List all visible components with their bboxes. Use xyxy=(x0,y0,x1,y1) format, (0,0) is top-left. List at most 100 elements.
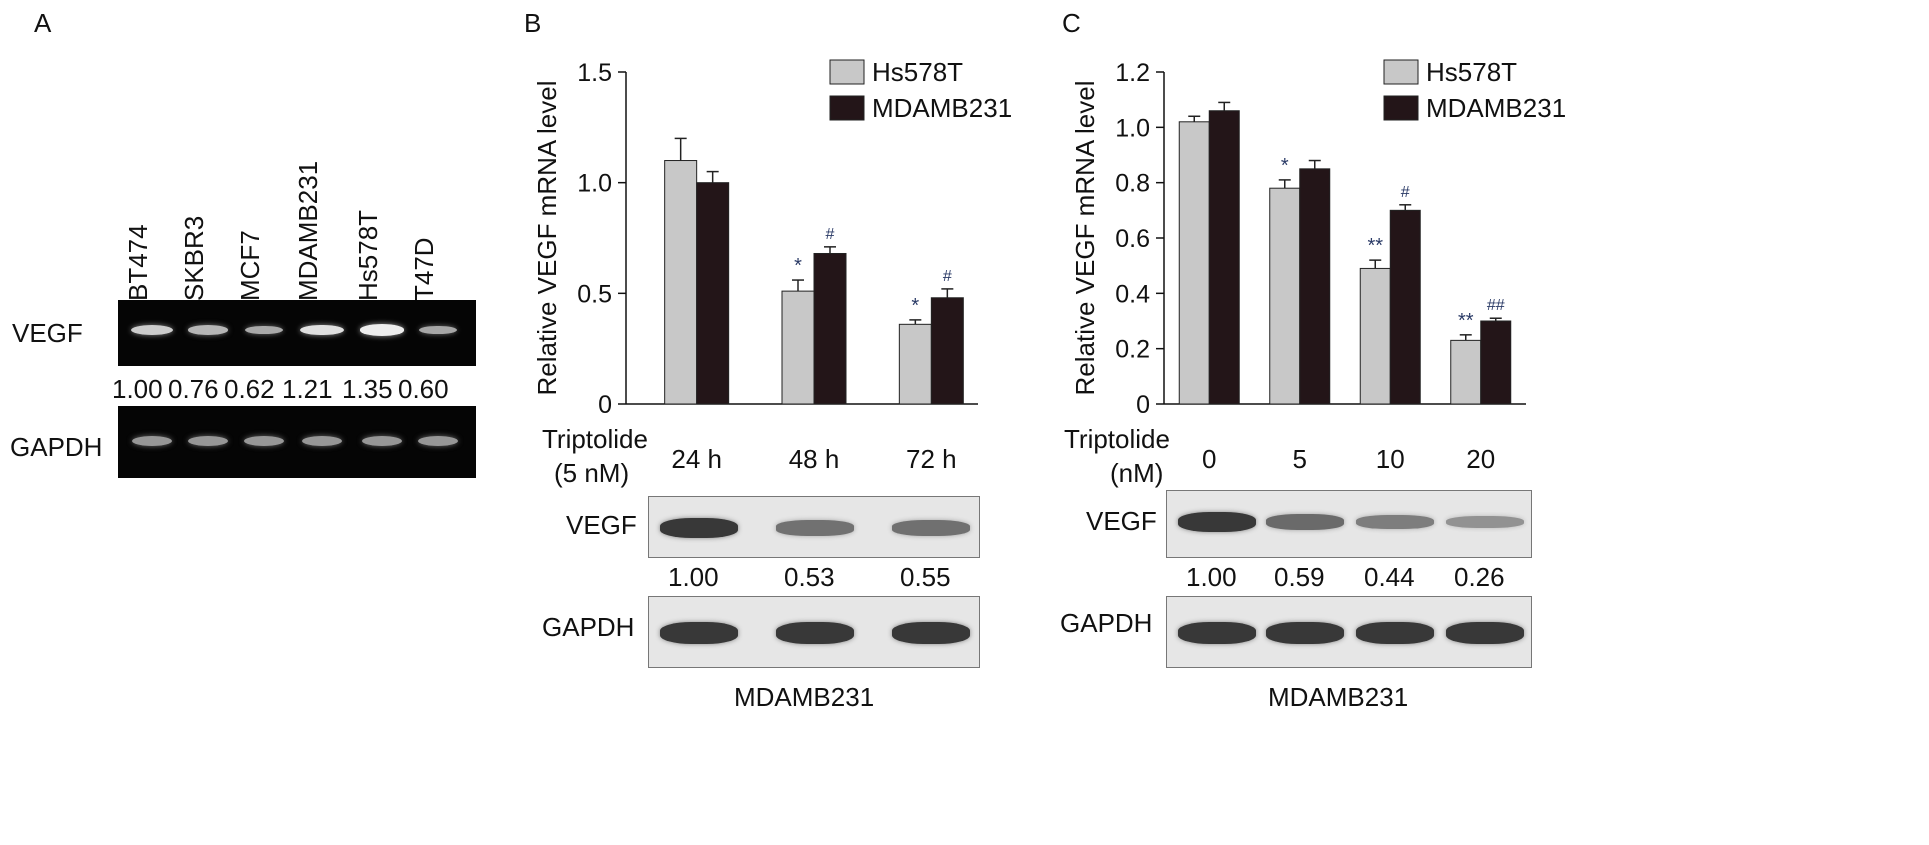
x-category-label: 72 h xyxy=(906,444,957,474)
bar xyxy=(1480,320,1512,405)
treatment-dose-label: (nM) xyxy=(1110,458,1164,488)
bar xyxy=(930,297,964,405)
bar xyxy=(898,323,932,405)
blot-row-label-vegf: VEGF xyxy=(1086,506,1157,536)
bar xyxy=(1208,110,1240,405)
bar-chart-time-course: 0 0.5 1.0 1.5 Relative VEGF mRNA level 24 h * #… xyxy=(532,57,1012,474)
legend-swatch xyxy=(829,59,865,85)
band-value: 0.26 xyxy=(1454,562,1505,592)
lane-label: MCF7 xyxy=(235,230,265,301)
band-value: 1.00 xyxy=(1186,562,1237,592)
gel-band xyxy=(244,436,284,446)
gel-band xyxy=(300,324,344,336)
band-value: 0.55 xyxy=(900,562,951,592)
y-tick-label: 1.5 xyxy=(577,59,612,87)
y-tick-label: 0.5 xyxy=(577,280,612,308)
bar xyxy=(813,252,847,405)
vegf-gel xyxy=(118,300,476,366)
significance-mark: # xyxy=(826,226,835,243)
bar xyxy=(1359,267,1391,405)
lane-label: T47D xyxy=(409,237,439,301)
blot-band xyxy=(1266,514,1344,530)
lane-label: MDAMB231 xyxy=(293,160,323,301)
band-value: 1.35 xyxy=(342,374,393,404)
y-tick-label: 1.2 xyxy=(1115,59,1150,87)
bar xyxy=(1269,187,1301,405)
blot-band xyxy=(892,520,970,536)
vegf-western-blot xyxy=(648,496,980,558)
band-value: 0.76 xyxy=(168,374,219,404)
blot-band xyxy=(1446,515,1524,529)
gel-band xyxy=(418,325,458,335)
gel-band xyxy=(418,436,458,446)
legend-swatch xyxy=(1383,95,1419,121)
blot-band xyxy=(892,622,970,644)
gel-band xyxy=(131,325,173,335)
band-value: 0.53 xyxy=(784,562,835,592)
x-category-label: 5 xyxy=(1293,444,1307,474)
legend-label: MDAMB231 xyxy=(872,93,1012,123)
band-value: 1.00 xyxy=(112,374,163,404)
blot-row-label-gapdh: GAPDH xyxy=(542,612,635,642)
gapdh-western-blot xyxy=(1166,596,1532,668)
vegf-western-blot xyxy=(1166,490,1532,558)
bar xyxy=(1178,121,1210,405)
treatment-label: Triptolide xyxy=(542,424,648,454)
blot-band xyxy=(1356,622,1434,644)
bar xyxy=(664,160,698,405)
treatment-label: Triptolide xyxy=(1064,424,1170,454)
cell-line-label: MDAMB231 xyxy=(1268,682,1409,712)
blot-band xyxy=(1266,622,1344,644)
significance-mark: # xyxy=(943,268,952,285)
band-value: 1.00 xyxy=(668,562,719,592)
bar xyxy=(1450,339,1482,405)
y-tick-label: 0 xyxy=(1136,391,1150,419)
significance-mark: * xyxy=(1281,155,1289,177)
legend-swatch xyxy=(829,95,865,121)
panel-c-letter: C xyxy=(1062,8,1081,38)
x-category-label: 10 xyxy=(1376,444,1405,474)
significance-mark: * xyxy=(794,255,802,277)
legend-label: MDAMB231 xyxy=(1426,93,1566,123)
gapdh-western-blot xyxy=(648,596,980,668)
blot-band xyxy=(776,622,854,644)
gel-band xyxy=(244,325,284,335)
bar xyxy=(1299,168,1331,405)
y-tick-label: 0.8 xyxy=(1115,170,1150,198)
significance-mark: * xyxy=(911,295,919,317)
y-tick-label: 0 xyxy=(598,391,612,419)
legend-swatch xyxy=(1383,59,1419,85)
band-value: 0.44 xyxy=(1364,562,1415,592)
band-value: 0.60 xyxy=(398,374,449,404)
significance-mark: # xyxy=(1401,184,1410,201)
band-value: 0.59 xyxy=(1274,562,1325,592)
legend-label: Hs578T xyxy=(1426,57,1517,87)
blot-band xyxy=(1446,622,1524,644)
y-tick-label: 1.0 xyxy=(1115,114,1150,142)
band-value: 1.21 xyxy=(282,374,333,404)
band-value: 0.62 xyxy=(224,374,275,404)
significance-mark: ## xyxy=(1487,297,1505,314)
significance-mark: ** xyxy=(1367,235,1383,257)
blot-band xyxy=(776,520,854,536)
gel-band xyxy=(188,436,228,446)
blot-band xyxy=(1178,622,1256,644)
blot-band xyxy=(1356,514,1434,530)
blot-band xyxy=(660,518,738,538)
x-category-label: 0 xyxy=(1202,444,1216,474)
lane-label: BT474 xyxy=(123,224,153,301)
bar-chart-dose-response: 0 0.2 0.4 0.6 0.8 1.0 1.2 Relative VEGF mRNA le… xyxy=(1070,57,1566,474)
blot-row-label-gapdh: GAPDH xyxy=(1060,608,1153,638)
y-axis-label: Relative VEGF mRNA level xyxy=(1070,81,1100,396)
y-tick-label: 0.2 xyxy=(1115,336,1150,364)
lane-label: Hs578T xyxy=(353,209,383,301)
lane-label: SKBR3 xyxy=(179,215,209,301)
bar xyxy=(781,290,815,405)
y-tick-label: 1.0 xyxy=(577,170,612,198)
panel-a-letter: A xyxy=(34,8,52,38)
bar xyxy=(696,182,730,405)
panel-b-letter: B xyxy=(524,8,542,38)
gel-row-label-vegf: VEGF xyxy=(12,318,83,348)
gel-band xyxy=(362,436,402,446)
gapdh-gel xyxy=(118,406,476,478)
